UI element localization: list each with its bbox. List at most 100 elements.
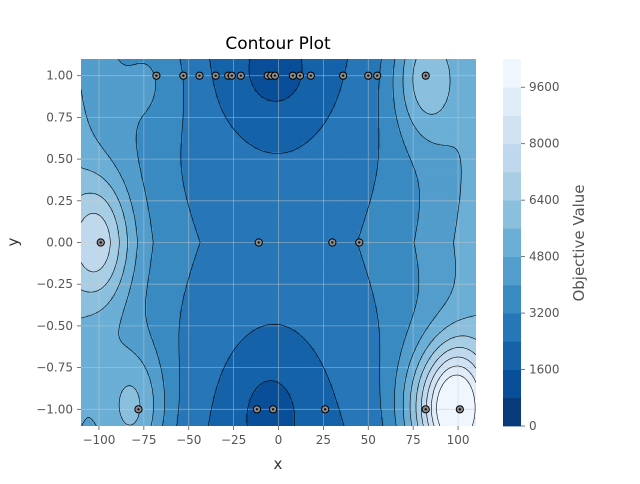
contour-cell: [143, 290, 148, 295]
contour-cell: [125, 389, 130, 394]
contour-cell: [149, 104, 154, 108]
contour-cell: [143, 59, 148, 63]
contour-cell: [143, 416, 148, 421]
contour-cell: [125, 407, 130, 412]
contour-cell: [125, 269, 130, 274]
contour-cell: [110, 164, 115, 168]
contour-cell: [81, 230, 85, 235]
contour-cell: [86, 110, 91, 114]
contour-cell: [92, 170, 97, 174]
contour-cell: [116, 152, 121, 156]
contour-cell: [81, 104, 85, 108]
contour-cell: [113, 269, 118, 274]
contour-cell: [89, 281, 94, 286]
contour-cell: [140, 374, 145, 379]
contour-cell: [134, 59, 139, 63]
contour-cell: [95, 146, 100, 150]
contour-cell: [95, 185, 100, 189]
contour-cell: [119, 356, 124, 361]
contour-cell: [134, 134, 139, 138]
contour-cell: [143, 263, 148, 268]
contour-cell: [95, 269, 100, 274]
contour-cell: [119, 173, 124, 177]
contour-cell: [101, 173, 106, 177]
contour-cell: [140, 305, 145, 310]
contour-cell: [110, 383, 115, 388]
contour-cell: [113, 215, 118, 220]
contour-cell: [104, 197, 109, 201]
contour-cell: [119, 341, 124, 346]
contour-cell: [95, 224, 100, 229]
contour-cell: [101, 407, 106, 412]
contour-cell: [137, 257, 142, 262]
contour-cell: [143, 356, 148, 361]
contour-cell: [110, 140, 115, 144]
contour-cell: [134, 287, 139, 292]
contour-cell: [149, 242, 154, 247]
contour-cell: [149, 83, 154, 87]
contour-cell: [95, 203, 100, 207]
contour-cell: [125, 395, 130, 400]
contour-cell: [131, 329, 136, 334]
contour-cell: [104, 221, 109, 226]
contour-cell: [146, 113, 151, 117]
contour-cell: [92, 362, 97, 367]
contour-cell: [137, 224, 142, 229]
contour-cell: [101, 314, 106, 319]
contour-cell: [119, 149, 124, 153]
contour-cell: [98, 113, 103, 117]
contour-cell: [146, 401, 151, 406]
contour-cell: [81, 155, 85, 159]
contour-cell: [122, 245, 127, 250]
contour-cell: [113, 119, 118, 123]
contour-cell: [113, 155, 118, 159]
contour-cell: [83, 209, 88, 214]
contour-cell: [128, 149, 133, 153]
contour-cell: [134, 383, 139, 388]
contour-cell: [92, 299, 97, 304]
contour-cell: [83, 344, 88, 349]
contour-cell: [146, 191, 151, 195]
contour-cell: [119, 200, 124, 204]
contour-cell: [140, 95, 145, 99]
contour-cell: [134, 113, 139, 117]
contour-cell: [92, 392, 97, 397]
contour-cell: [128, 191, 133, 195]
contour-cell: [134, 182, 139, 186]
contour-cell: [89, 179, 94, 183]
contour-cell: [146, 107, 151, 111]
contour-cell: [119, 248, 124, 253]
contour-cell: [110, 215, 115, 220]
contour-cell: [107, 419, 112, 424]
contour-cell: [101, 389, 106, 394]
contour-cell: [92, 149, 97, 153]
contour-cell: [125, 230, 130, 235]
contour-cell: [92, 98, 97, 102]
contour-cell: [92, 101, 97, 105]
contour-cell: [89, 311, 94, 316]
contour-cell: [98, 77, 103, 81]
contour-cell: [119, 239, 124, 244]
contour-cell: [149, 173, 154, 177]
contour-cell: [104, 62, 109, 66]
contour-cell: [134, 215, 139, 220]
contour-cell: [110, 419, 115, 424]
contour-cell: [137, 311, 142, 316]
contour-cell: [116, 149, 121, 153]
contour-cell: [119, 284, 124, 289]
contour-cell: [140, 107, 145, 111]
contour-cell: [149, 155, 154, 159]
contour-cell: [125, 176, 130, 180]
contour-cell: [125, 221, 130, 226]
contour-cell: [116, 401, 121, 406]
contour-cell: [86, 158, 91, 162]
contour-cell: [92, 179, 97, 183]
contour-cell: [98, 410, 103, 415]
contour-cell: [116, 350, 121, 355]
contour-cell: [81, 92, 85, 96]
contour-cell: [83, 182, 88, 186]
contour-cell: [89, 233, 94, 238]
contour-cell: [98, 236, 103, 241]
contour-cell: [146, 68, 151, 72]
contour-cell: [140, 356, 145, 361]
